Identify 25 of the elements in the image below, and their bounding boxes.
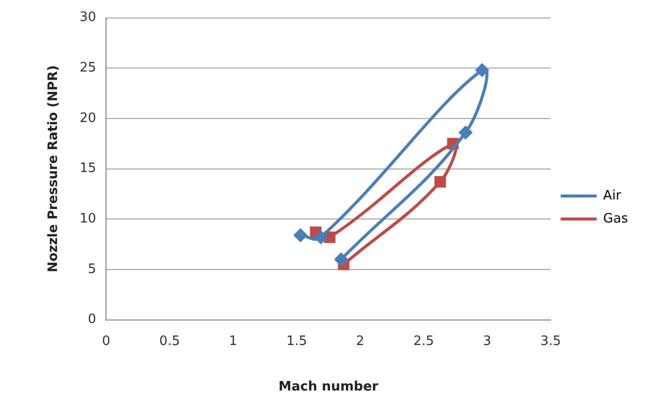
y-tick-label: 15: [80, 161, 96, 176]
y-tick-label: 20: [80, 110, 96, 126]
point: [476, 64, 489, 77]
x-tick-label: 0.5: [159, 334, 180, 349]
legend-label: Gas: [603, 211, 628, 226]
y-tick-label: 5: [88, 262, 96, 277]
point: [434, 176, 446, 188]
x-tick-label: 1: [229, 334, 238, 349]
point: [294, 228, 307, 242]
point: [334, 252, 348, 266]
y-tick-label: 25: [80, 60, 96, 76]
x-tick-label: 0: [102, 334, 110, 349]
x-tick-label: 3: [483, 334, 492, 349]
legend-label: Air: [603, 188, 622, 204]
x-tick-label: 2.5: [413, 334, 434, 349]
y-tick-label: 0: [88, 312, 96, 328]
y-tick-label: 10: [80, 212, 96, 227]
x-tick-label: 2: [356, 334, 364, 349]
point: [459, 126, 472, 140]
x-tick-label: 1.5: [286, 334, 308, 349]
point: [314, 230, 328, 244]
x-axis-title: Mach number: [278, 380, 379, 395]
y-axis-title: Nozzle Pressure Ratio (NPR): [46, 65, 62, 272]
y-tick-label: 30: [80, 10, 96, 26]
x-tick-label: 3.5: [540, 334, 562, 349]
